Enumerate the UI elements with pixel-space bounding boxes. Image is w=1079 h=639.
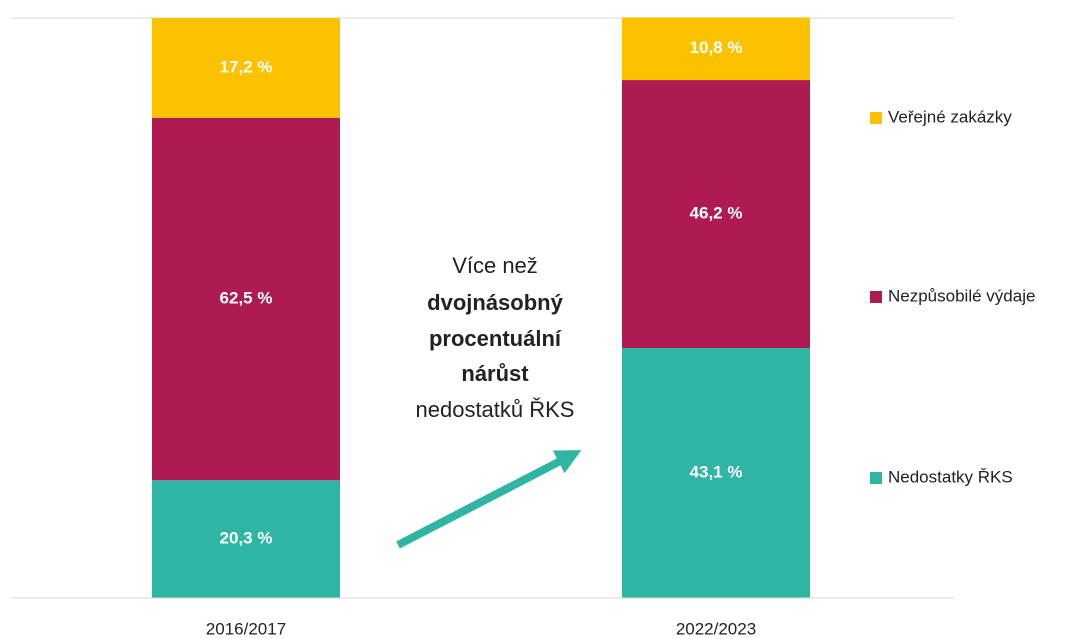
legend-swatch xyxy=(870,291,882,303)
bar-segment xyxy=(152,18,340,118)
annotation-line: Více než xyxy=(452,253,538,278)
value-label: 17,2 % xyxy=(220,57,273,76)
legend-swatch xyxy=(870,112,882,124)
value-label: 10,8 % xyxy=(690,38,743,57)
annotation-line: dvojnásobný xyxy=(427,290,563,315)
value-label: 20,3 % xyxy=(220,529,273,548)
annotation-line: procentuální xyxy=(429,326,562,351)
x-tick-label: 2016/2017 xyxy=(206,619,286,638)
bar-segment xyxy=(622,17,810,81)
legend-label: Nezpůsobilé výdaje xyxy=(888,286,1035,305)
legend-swatch xyxy=(870,472,882,484)
x-tick-label: 2022/2023 xyxy=(676,619,756,638)
trend-arrow xyxy=(396,450,582,549)
value-label: 43,1 % xyxy=(690,462,743,481)
legend-label: Nedostatky ŘKS xyxy=(888,467,1013,486)
value-label: 62,5 % xyxy=(220,288,273,307)
annotation-line: nedostatků ŘKS xyxy=(416,397,575,422)
bar-segment xyxy=(152,480,340,598)
annotation-line: nárůst xyxy=(461,361,529,386)
value-label: 46,2 % xyxy=(690,204,743,223)
bar-segment xyxy=(622,80,810,349)
bar-segment xyxy=(152,117,340,481)
bar-segment xyxy=(622,348,810,598)
legend-label: Veřejné zakázky xyxy=(888,107,1012,126)
